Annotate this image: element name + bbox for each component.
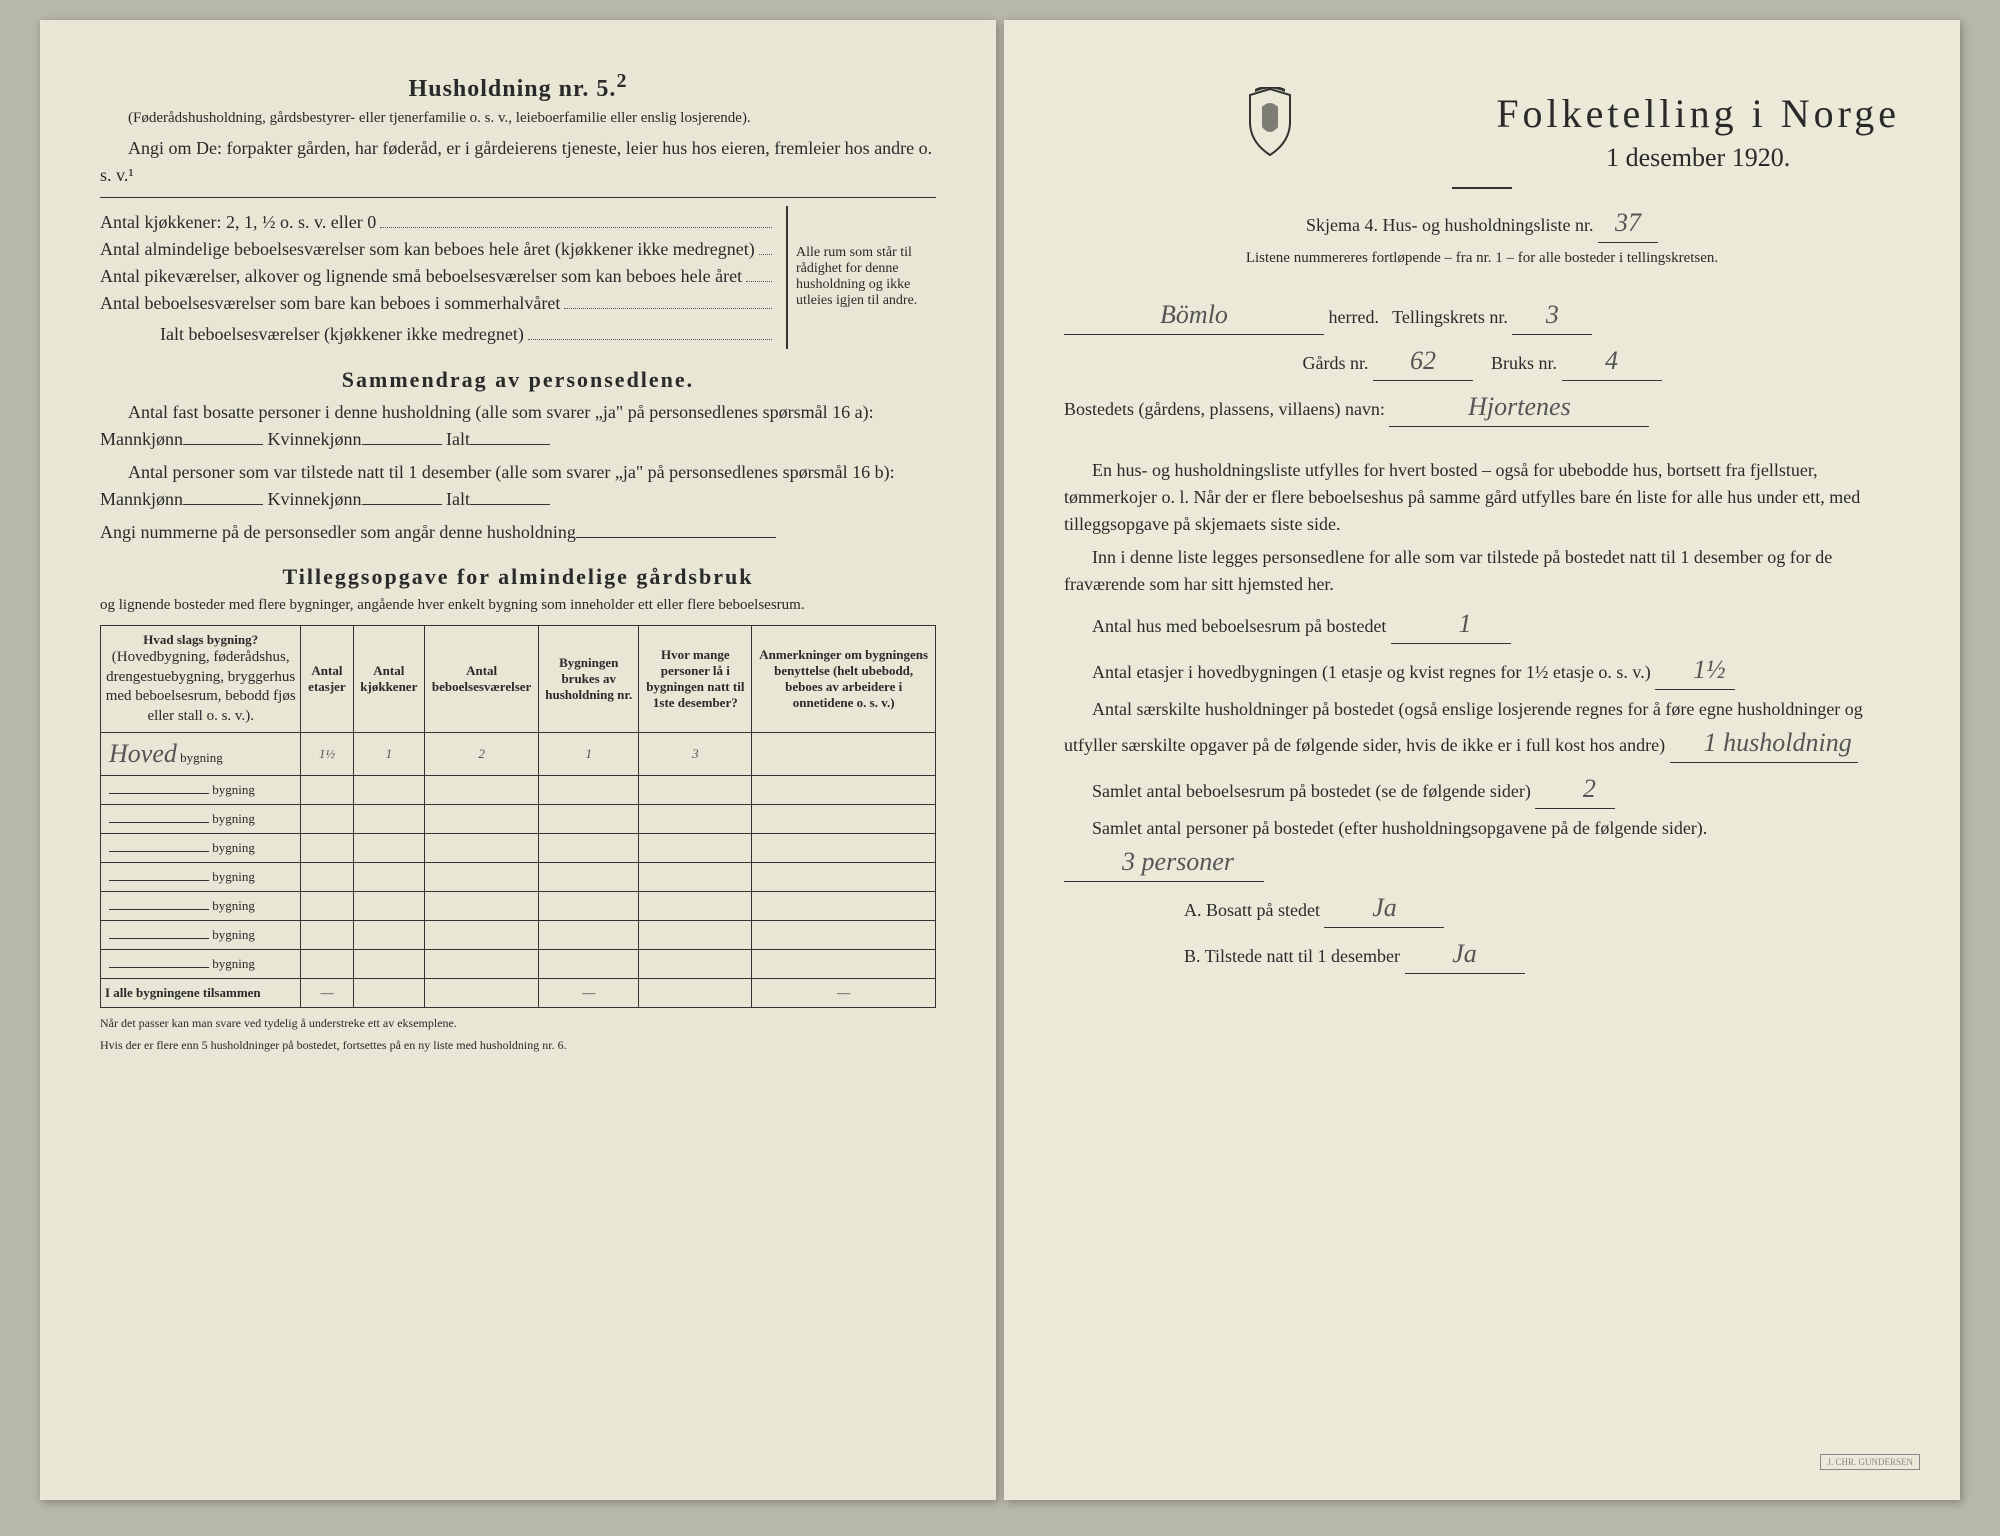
- th-hushold: Bygningen brukes av husholdning nr.: [539, 626, 639, 733]
- table-row: bygning: [101, 921, 936, 950]
- coat-of-arms-icon: [1240, 87, 1300, 157]
- ialt-label: Ialt beboelsesværelser (kjøkkener ikke m…: [160, 324, 524, 345]
- row1-hushold: 1: [539, 733, 639, 776]
- antal-etasjer-line: Antal etasjer i hovedbygningen (1 etasje…: [1064, 650, 1900, 690]
- gards-value: 62: [1373, 341, 1473, 381]
- samlet-pers-value: 3 personer: [1064, 842, 1264, 882]
- brace-text: Alle rum som står til rådighet for denne…: [786, 206, 936, 349]
- rooms-block: Antal kjøkkener: 2, 1, ½ o. s. v. eller …: [100, 206, 936, 349]
- sam-line3: Angi nummerne på de personsedler som ang…: [100, 519, 936, 546]
- household5-title: Husholdning nr. 5.2: [100, 70, 936, 103]
- a-line: A. Bosatt på stedet Ja: [1184, 888, 1900, 928]
- skjema-nr: 37: [1598, 203, 1658, 243]
- sam-line2: Antal personer som var tilstede natt til…: [100, 459, 936, 513]
- bosted-value: Hjortenes: [1389, 387, 1649, 427]
- row1-personer: 3: [639, 733, 752, 776]
- b-line: B. Tilstede natt til 1 desember Ja: [1184, 934, 1900, 974]
- footnote2: Hvis der er flere enn 5 husholdninger på…: [100, 1038, 936, 1052]
- skjema-line: Skjema 4. Hus- og husholdningsliste nr. …: [1064, 203, 1900, 243]
- herred-line: Bömlo herred. Tellingskrets nr. 3: [1064, 295, 1900, 335]
- table-total-row: I alle bygningene tilsammen———: [101, 979, 936, 1008]
- samlet-pers-line: Samlet antal personer på bostedet (efter…: [1064, 815, 1900, 882]
- left-page: Husholdning nr. 5.2 (Føderådshusholdning…: [40, 20, 996, 1500]
- sammendrag-title: Sammendrag av personsedlene.: [100, 367, 936, 393]
- tellingskrets-value: 3: [1512, 295, 1592, 335]
- tillegg-sub: og lignende bosteder med flere bygninger…: [100, 596, 936, 616]
- antal-hush-value: 1 husholdning: [1670, 723, 1858, 763]
- divider: [1452, 187, 1512, 189]
- right-page: Folketelling i Norge 1 desember 1920. Sk…: [1004, 20, 1960, 1500]
- antal-etasjer-value: 1½: [1655, 650, 1735, 690]
- printer-stamp: J. CHR. GUNDERSEN: [1820, 1454, 1920, 1470]
- superscript: 2: [616, 70, 627, 92]
- kjokken-label: Antal kjøkkener: 2, 1, ½ o. s. v. eller …: [100, 212, 376, 233]
- main-title: Folketelling i Norge: [1496, 90, 1900, 137]
- th-kjokken: Antal kjøkkener: [353, 626, 425, 733]
- a-value: Ja: [1324, 888, 1444, 928]
- row1-kjokken: 1: [353, 733, 425, 776]
- sommer-label: Antal beboelsesværelser som bare kan beb…: [100, 293, 560, 314]
- table-row: bygning: [101, 834, 936, 863]
- samlet-bebo-value: 2: [1535, 769, 1615, 809]
- th-beboel: Antal beboelsesværelser: [425, 626, 539, 733]
- th-bygning: Hvad slags bygning?(Hovedbygning, føderå…: [101, 626, 301, 733]
- table-row: bygning: [101, 863, 936, 892]
- buildings-table: Hvad slags bygning?(Hovedbygning, føderå…: [100, 625, 936, 1008]
- bosted-line: Bostedets (gårdens, plassens, villaens) …: [1064, 387, 1900, 427]
- b-value: Ja: [1405, 934, 1525, 974]
- th-anmerk: Anmerkninger om bygningens benyttelse (h…: [752, 626, 936, 733]
- table-row: bygning: [101, 950, 936, 979]
- tillegg-title: Tilleggsopgave for almindelige gårdsbruk: [100, 564, 936, 590]
- table-row: bygning: [101, 805, 936, 834]
- table-row: bygning: [101, 776, 936, 805]
- alm-label: Antal almindelige beboelsesværelser som …: [100, 239, 755, 260]
- antal-hush-line: Antal særskilte husholdninger på bostede…: [1064, 696, 1900, 763]
- herred-value: Bömlo: [1064, 295, 1324, 335]
- th-personer: Hvor mange personer lå i bygningen natt …: [639, 626, 752, 733]
- antal-hus-value: 1: [1391, 604, 1511, 644]
- household5-note2: Angi om De: forpakter gården, har føderå…: [100, 135, 936, 189]
- footnote1: Når det passer kan man svare ved tydelig…: [100, 1016, 936, 1030]
- listene-note: Listene nummereres fortløpende – fra nr.…: [1064, 249, 1900, 269]
- bruks-value: 4: [1562, 341, 1662, 381]
- row1-beboel: 2: [425, 733, 539, 776]
- th-etasjer: Antal etasjer: [301, 626, 353, 733]
- antal-hus-line: Antal hus med beboelsesrum på bostedet 1: [1064, 604, 1900, 644]
- table-row: Hoved bygning 1½ 1 2 1 3: [101, 733, 936, 776]
- subtitle: 1 desember 1920.: [1496, 143, 1900, 173]
- para1: En hus- og husholdningsliste utfylles fo…: [1064, 457, 1900, 538]
- gards-line: Gårds nr. 62 Bruks nr. 4: [1064, 341, 1900, 381]
- row1-etasjer: 1½: [301, 733, 353, 776]
- household5-note1: (Føderådshusholdning, gårdsbestyrer- ell…: [100, 109, 936, 129]
- samlet-bebo-line: Samlet antal beboelsesrum på bostedet (s…: [1064, 769, 1900, 809]
- sam-line1: Antal fast bosatte personer i denne hush…: [100, 399, 936, 453]
- pike-label: Antal pikeværelser, alkover og lignende …: [100, 266, 742, 287]
- table-row: bygning: [101, 892, 936, 921]
- para2: Inn i denne liste legges personsedlene f…: [1064, 544, 1900, 598]
- row1-type: Hoved: [109, 739, 177, 768]
